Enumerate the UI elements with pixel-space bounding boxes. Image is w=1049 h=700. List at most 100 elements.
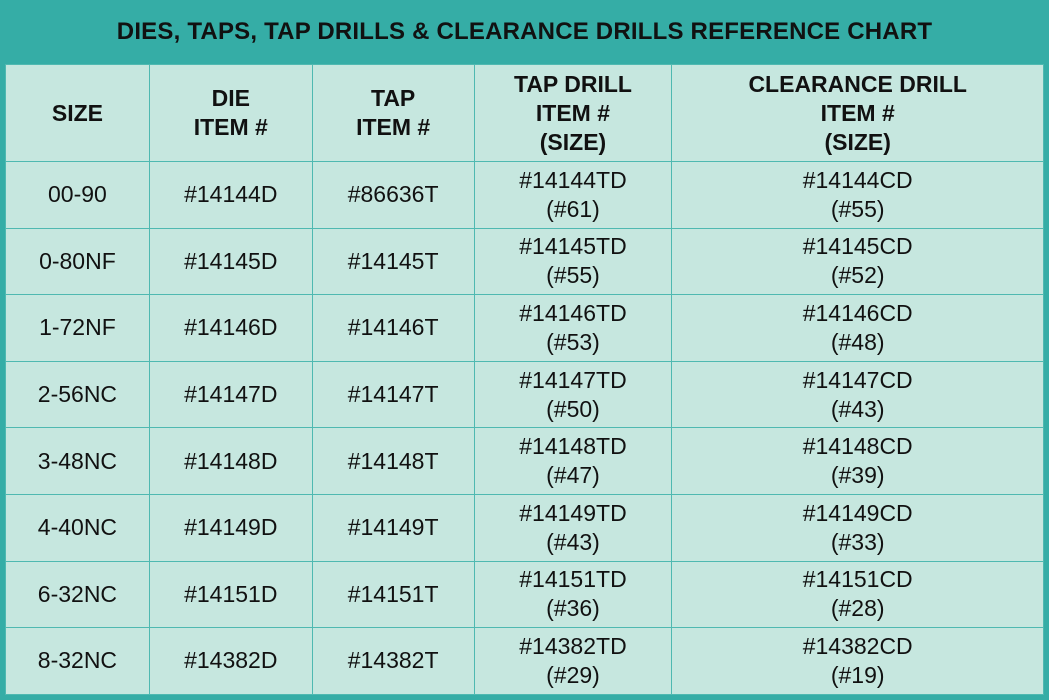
- size-text: 6-32NC: [37, 580, 118, 607]
- tap-text: #14382T: [347, 647, 439, 674]
- tap-drill-size-text: (#53): [546, 328, 600, 355]
- tap-item-cell: #14148T: [311, 427, 475, 495]
- header-line: (SIZE): [539, 128, 607, 155]
- table-row: 6-32NC #14151D #14151T #14151TD (#36) #14151C…: [5, 560, 1044, 629]
- tap-drill-size-text: (#36): [546, 595, 600, 622]
- tap-item-cell: #14382T: [311, 627, 475, 695]
- die-item-cell: #14148D: [148, 427, 313, 495]
- tap-drill-text: #14149TD: [519, 499, 627, 526]
- tap-drill-text: #14151TD: [519, 566, 627, 593]
- clearance-size-text: (#43): [830, 395, 885, 422]
- tap-drill-size-text: (#43): [546, 528, 600, 555]
- size-cell: 00-90: [5, 161, 150, 229]
- die-text: #14145D: [184, 247, 278, 274]
- header-clearance-drill: CLEARANCE DRILL ITEM # (SIZE): [671, 64, 1044, 162]
- die-text: #14146D: [184, 314, 278, 341]
- table-row: 4-40NC #14149D #14149T #14149TD (#43) #14149C…: [5, 493, 1044, 562]
- clearance-text: #14151CD: [802, 566, 913, 593]
- reference-table: SIZE DIE ITEM # TAP ITEM # TAP DRILL ITEM # (SI…: [5, 64, 1044, 695]
- tap-drill-text: #14145TD: [519, 233, 627, 260]
- die-text: #14151D: [184, 580, 278, 607]
- tap-text: #14148T: [347, 447, 439, 474]
- chart-title: DIES, TAPS, TAP DRILLS & CLEARANCE DRILL…: [116, 18, 933, 45]
- table-row: 1-72NF #14146D #14146T #14146TD (#53) #14146C…: [5, 294, 1044, 362]
- tap-drill-cell: #14144TD (#61): [473, 161, 673, 229]
- tap-drill-cell: #14149TD (#43): [473, 493, 673, 562]
- header-line: ITEM #: [193, 114, 268, 140]
- header-size: SIZE: [5, 64, 150, 162]
- die-item-cell: #14147D: [148, 360, 313, 429]
- size-text: 00-90: [48, 181, 107, 208]
- clearance-drill-cell: #14147CD (#43): [671, 360, 1044, 429]
- tap-text: #14149T: [347, 514, 439, 541]
- tap-drill-size-text: (#50): [546, 395, 600, 422]
- tap-text: #14151T: [347, 580, 439, 607]
- size-cell: 1-72NF: [5, 294, 150, 362]
- header-line: SIZE: [51, 99, 103, 126]
- die-item-cell: #14145D: [148, 227, 313, 296]
- tap-text: #14146T: [347, 314, 439, 341]
- size-text: 1-72NF: [39, 314, 116, 341]
- table-row: 0-80NF #14145D #14145T #14145TD (#55) #14145C…: [5, 227, 1044, 296]
- tap-item-cell: #14146T: [311, 294, 475, 362]
- size-cell: 2-56NC: [5, 360, 150, 429]
- die-text: #14144D: [184, 181, 278, 208]
- size-cell: 3-48NC: [5, 427, 150, 495]
- tap-drill-size-text: (#29): [546, 661, 600, 688]
- tap-item-cell: #14151T: [311, 560, 475, 629]
- clearance-text: #14146CD: [802, 299, 913, 326]
- size-cell: 8-32NC: [5, 627, 150, 695]
- clearance-drill-cell: #14148CD (#39): [671, 427, 1044, 495]
- tap-drill-cell: #14382TD (#29): [473, 627, 673, 695]
- size-text: 8-32NC: [37, 647, 118, 674]
- table-row: 8-32NC #14382D #14382T #14382TD (#29) #14382C…: [5, 627, 1044, 695]
- size-cell: 6-32NC: [5, 560, 150, 629]
- clearance-text: #14148CD: [802, 433, 913, 460]
- size-text: 3-48NC: [37, 447, 118, 474]
- header-die-item: DIE ITEM #: [148, 64, 313, 162]
- tap-drill-cell: #14148TD (#47): [473, 427, 673, 495]
- tap-drill-text: #14146TD: [519, 299, 627, 326]
- size-cell: 4-40NC: [5, 493, 150, 562]
- tap-item-cell: #14147T: [311, 360, 475, 429]
- size-text: 4-40NC: [37, 514, 118, 541]
- tap-drill-cell: #14145TD (#55): [473, 227, 673, 296]
- tap-drill-cell: #14151TD (#36): [473, 560, 673, 629]
- die-text: #14147D: [184, 381, 278, 408]
- header-line: ITEM #: [535, 99, 611, 126]
- header-row: SIZE DIE ITEM # TAP ITEM # TAP DRILL ITEM # (SI…: [5, 64, 1044, 162]
- size-cell: 0-80NF: [5, 227, 150, 296]
- size-text: 2-56NC: [37, 381, 118, 408]
- clearance-text: #14144CD: [802, 166, 913, 193]
- clearance-size-text: (#48): [830, 328, 885, 355]
- tap-drill-size-text: (#61): [546, 195, 600, 222]
- clearance-text: #14147CD: [802, 366, 913, 393]
- tap-drill-text: #14382TD: [519, 632, 627, 659]
- clearance-size-text: (#28): [830, 595, 885, 622]
- clearance-drill-cell: #14144CD (#55): [671, 161, 1044, 229]
- die-text: #14149D: [184, 514, 278, 541]
- header-line: (SIZE): [824, 128, 891, 155]
- tap-item-cell: #86636T: [311, 161, 475, 229]
- die-item-cell: #14151D: [148, 560, 313, 629]
- header-line: TAP: [370, 85, 416, 111]
- clearance-drill-cell: #14146CD (#48): [671, 294, 1044, 362]
- clearance-text: #14145CD: [802, 233, 913, 260]
- clearance-size-text: (#33): [830, 528, 885, 555]
- table-row: 00-90 #14144D #86636T #14144TD (#61) #14144CD…: [5, 161, 1044, 229]
- header-line: DIE: [211, 85, 250, 111]
- die-text: #14148D: [184, 447, 278, 474]
- clearance-size-text: (#52): [830, 262, 885, 289]
- clearance-size-text: (#39): [830, 462, 885, 489]
- clearance-size-text: (#55): [830, 195, 885, 222]
- clearance-drill-cell: #14145CD (#52): [671, 227, 1044, 296]
- table-row: 2-56NC #14147D #14147T #14147TD (#50) #14147C…: [5, 360, 1044, 429]
- header-line: ITEM #: [356, 114, 431, 140]
- clearance-text: #14149CD: [802, 499, 913, 526]
- tap-drill-text: #14144TD: [519, 166, 627, 193]
- die-text: #14382D: [184, 647, 278, 674]
- die-item-cell: #14144D: [148, 161, 313, 229]
- clearance-drill-cell: #14151CD (#28): [671, 560, 1044, 629]
- tap-item-cell: #14145T: [311, 227, 475, 296]
